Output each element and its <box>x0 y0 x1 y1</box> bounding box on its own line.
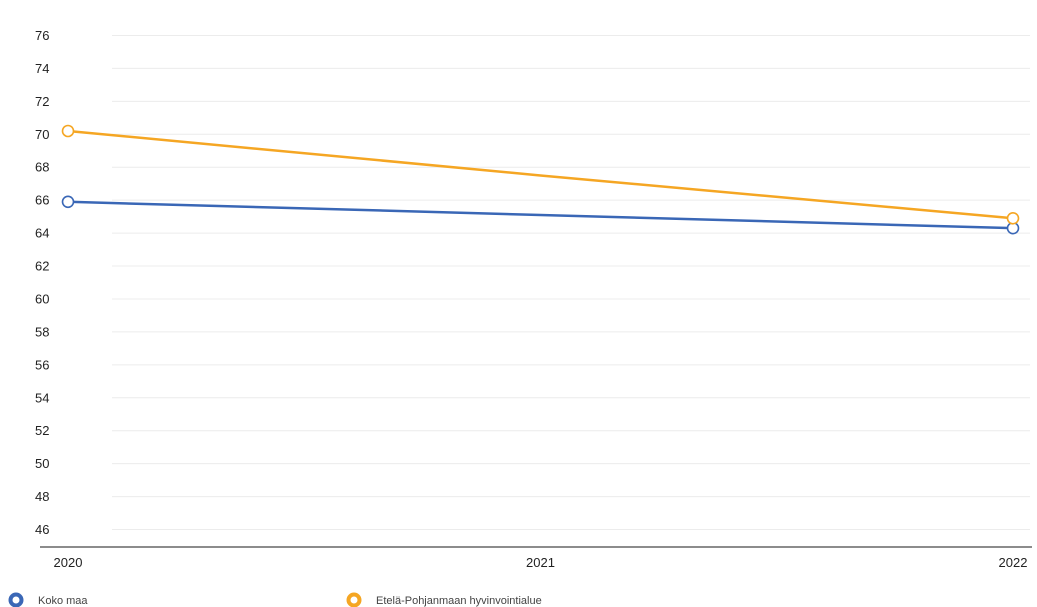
legend: Koko maa Etelä-Pohjanmaan hyvinvointialue <box>8 592 542 607</box>
data-point-0-2020[interactable] <box>61 195 75 209</box>
legend-item-1[interactable]: Etelä-Pohjanmaan hyvinvointialue <box>346 592 542 607</box>
y-tick-label-68: 68 <box>35 160 49 175</box>
y-tick-label-52: 52 <box>35 423 49 438</box>
y-tick-label-50: 50 <box>35 456 49 471</box>
y-tick-label-76: 76 <box>35 28 49 43</box>
gridlines <box>112 34 1030 531</box>
y-tick-label-66: 66 <box>35 193 49 208</box>
data-point-1-2020[interactable] <box>61 124 75 138</box>
series-lines <box>61 124 1020 235</box>
y-tick-label-64: 64 <box>35 226 49 241</box>
y-tick-label-60: 60 <box>35 291 49 306</box>
legend-marker-0 <box>8 592 24 607</box>
y-tick-label-72: 72 <box>35 94 49 109</box>
series-line-0 <box>66 200 1015 230</box>
y-axis: 46 48 50 52 54 56 58 60 62 64 66 68 70 72 74 76 <box>35 28 49 537</box>
series-line-1 <box>66 129 1015 220</box>
series-0 <box>61 195 1020 235</box>
x-tick-label-2021: 2021 <box>526 555 555 570</box>
y-tick-label-54: 54 <box>35 390 49 405</box>
x-axis: 2020 2021 2022 <box>40 546 1032 570</box>
legend-marker-1 <box>346 592 362 607</box>
y-tick-label-46: 46 <box>35 522 49 537</box>
legend-label-0: Koko maa <box>38 595 88 607</box>
legend-item-0[interactable]: Koko maa <box>8 592 89 607</box>
y-tick-label-48: 48 <box>35 489 49 504</box>
y-tick-label-56: 56 <box>35 357 49 372</box>
y-tick-label-58: 58 <box>35 324 49 339</box>
x-tick-label-2020: 2020 <box>54 555 83 570</box>
y-tick-label-62: 62 <box>35 259 49 274</box>
legend-label-1: Etelä-Pohjanmaan hyvinvointialue <box>376 595 542 607</box>
data-point-1-2022[interactable] <box>1006 211 1020 225</box>
y-tick-label-70: 70 <box>35 127 49 142</box>
series-1 <box>61 124 1020 225</box>
y-tick-label-74: 74 <box>35 61 49 76</box>
x-tick-label-2022: 2022 <box>999 555 1028 570</box>
